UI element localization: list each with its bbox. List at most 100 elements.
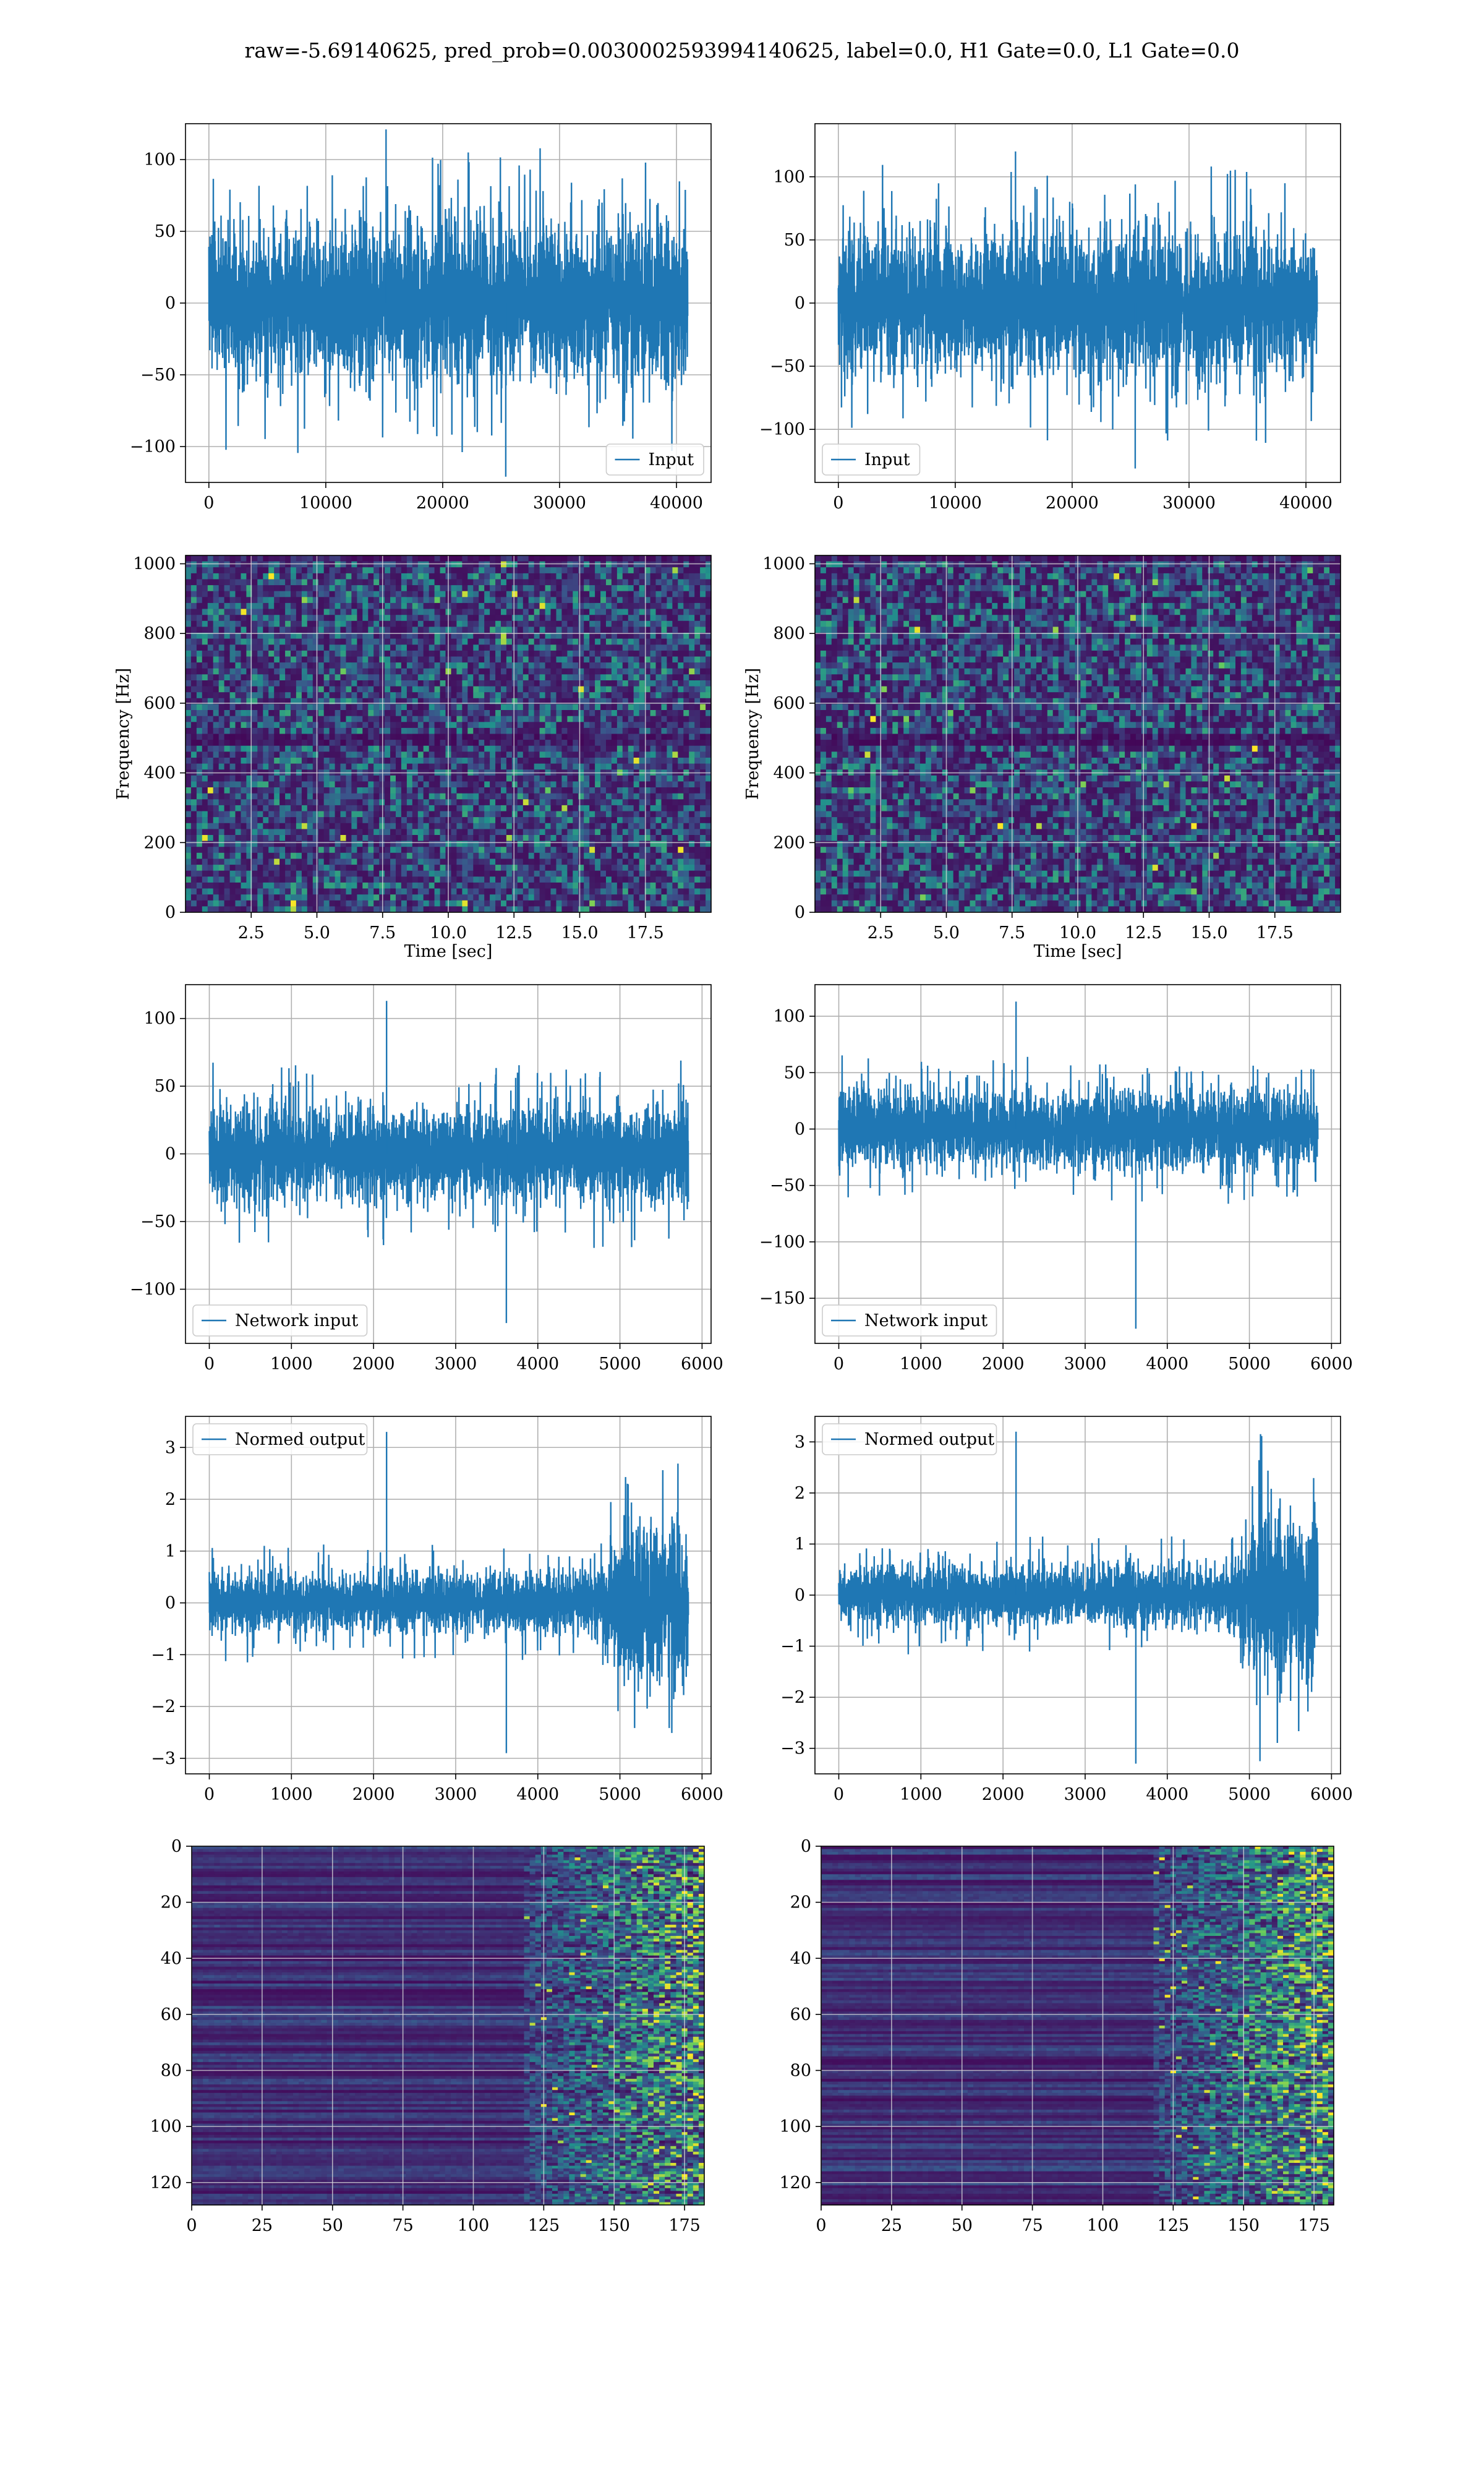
x-tick-label: 4000 [1146,1355,1188,1374]
y-tick-label: 20 [161,1893,182,1912]
y-tick-label: 2 [165,1490,176,1509]
x-axis-label: Time [sec] [1034,942,1122,961]
y-tick-label: 0 [795,1586,805,1605]
y-tick-label: −100 [130,437,176,456]
panel-row1-right: 0 10000 20000 30000 40000 −100 −50 0 50 100 Input [759,123,1341,513]
series-line [838,1434,1319,1761]
x-tick-label: 15.0 [1190,923,1227,943]
x-tick-label: 20000 [1046,494,1099,513]
series-line [838,1055,1319,1204]
y-tick-label: 2 [795,1484,805,1503]
y-tick-label: 100 [143,150,176,169]
x-tick-label: 10000 [929,494,982,513]
x-tick-label: 150 [598,2216,630,2235]
y-tick-label: 40 [161,1949,182,1968]
x-tick-label: 6000 [681,1785,723,1804]
y-tick-label: −50 [140,1212,176,1231]
y-tick-label: 0 [165,294,176,313]
x-tick-label: 0 [204,1785,215,1804]
y-tick-label: 800 [143,624,176,643]
x-tick-label: 2000 [352,1785,395,1804]
x-tick-label: 10.0 [430,923,467,943]
x-tick-label: 6000 [1310,1355,1353,1374]
legend: Network input [192,1304,368,1337]
x-tick-label: 0 [834,1785,844,1804]
axes-frame [191,1846,705,2206]
axes-frame [814,984,1341,1344]
panel-row3-right: 0 1000 2000 3000 4000 5000 6000 −150 −100 −50 0 50 1… [759,984,1353,1374]
panel-row5-right: 0 25 50 75 100 125 150 175 0 20 40 60 80 100 120 [779,1837,1334,2235]
grid [821,1846,1334,2205]
x-tick-label: 100 [458,2216,490,2235]
legend-label: Network input [235,1311,358,1330]
x-tick-label: 2000 [352,1355,395,1374]
legend-label: Input [649,450,694,469]
x-tick-label: 3000 [1064,1785,1107,1804]
y-tick-label: 800 [773,624,805,643]
y-tick-label: −100 [759,420,805,439]
x-tick-label: 6000 [1310,1785,1353,1804]
x-tick-label: 0 [186,2216,197,2235]
series-line [208,1060,689,1248]
y-tick-label: 3 [795,1432,805,1452]
panel-row2-right: 2.5 5.0 7.5 10.0 12.5 15.0 17.5 0 200 400 600 800 10… [743,555,1341,961]
x-tick-label: 15.0 [561,923,598,943]
panel-row4-right: 0 1000 2000 3000 4000 5000 6000 −3 −2 −1 0 1 2 3 Norme… [780,1416,1353,1804]
y-tick-label: 0 [795,1119,805,1139]
y-tick-label: 0 [795,294,805,313]
x-tick-label: 10.0 [1059,923,1096,943]
y-tick-label: 50 [155,222,176,241]
panel-row2-left: 2.5 5.0 7.5 10.0 12.5 15.0 17.5 0 200 400 600 800 10… [114,555,712,961]
x-tick-label: 4000 [516,1785,559,1804]
x-tick-label: 4000 [1146,1785,1188,1804]
y-tick-label: 100 [773,1007,805,1026]
y-tick-label: −50 [770,357,805,376]
y-tick-label: 1 [795,1534,805,1554]
x-tick-label: 2000 [982,1785,1025,1804]
heatmap-cells [186,555,711,912]
x-tick-label: 5.0 [304,923,330,943]
y-tick-label: 0 [795,903,805,922]
y-tick-label: 20 [790,1893,811,1912]
x-tick-label: 0 [833,494,843,513]
y-tick-label: 600 [773,694,805,713]
y-tick-label: 120 [779,2173,811,2193]
y-tick-label: −2 [151,1697,176,1716]
y-tick-label: 3 [165,1438,176,1457]
series-line [837,165,1318,443]
x-tick-label: 10000 [299,494,352,513]
legend-label: Network input [864,1311,987,1330]
y-tick-label: 100 [150,2117,182,2136]
y-tick-label: 200 [773,833,805,852]
y-tick-label: 400 [773,764,805,783]
legend: Normed output [192,1423,368,1455]
y-tick-label: −2 [780,1688,805,1707]
y-tick-label: −3 [780,1739,805,1758]
x-tick-label: 75 [392,2216,413,2235]
x-tick-label: 5000 [599,1785,641,1804]
y-tick-label: −1 [151,1645,176,1664]
x-tick-label: 40000 [650,494,703,513]
y-tick-label: −100 [759,1233,805,1252]
x-tick-label: 2000 [982,1355,1025,1374]
y-tick-label: 1 [165,1542,176,1561]
legend-label: Normed output [235,1430,365,1449]
axes-frame [821,1846,1334,2206]
x-tick-label: 30000 [1162,494,1216,513]
y-tick-label: 60 [161,2005,182,2024]
y-tick-label: 600 [143,694,176,713]
y-tick-label: −50 [140,366,176,385]
y-tick-label: 80 [161,2061,182,2081]
x-tick-label: 1000 [900,1785,942,1804]
y-axis-label: Frequency [Hz] [114,668,133,800]
x-tick-label: 0 [834,1355,844,1374]
legend: Normed output [822,1423,997,1455]
legend-label: Input [864,450,910,469]
y-tick-label: 400 [143,764,176,783]
y-tick-label: 1000 [133,555,176,574]
x-tick-label: 50 [952,2216,973,2235]
x-tick-label: 17.5 [1256,923,1294,943]
series-line [208,1463,689,1733]
x-tick-label: 5000 [1228,1355,1271,1374]
x-tick-label: 2.5 [868,923,894,943]
